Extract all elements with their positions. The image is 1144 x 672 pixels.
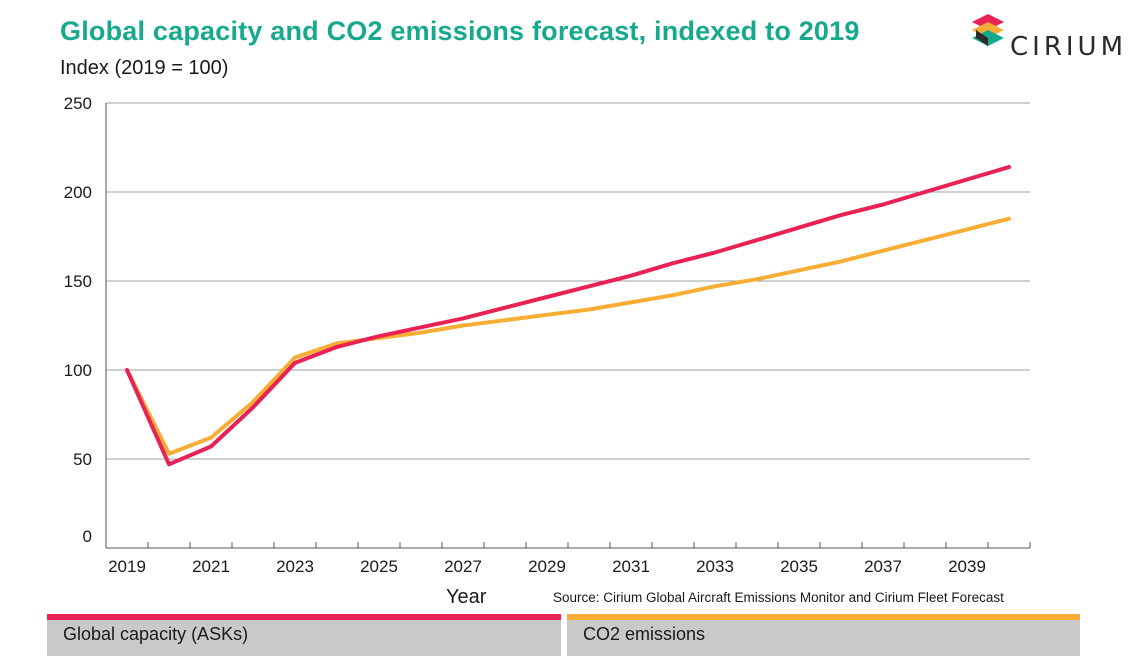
x-tick-label: 2033 [696, 557, 734, 576]
x-tick-label: 2019 [108, 557, 146, 576]
y-tick-labels: 0 50 100 150 200 250 [64, 94, 92, 546]
series-lines [125, 165, 1011, 467]
x-tick-label: 2027 [444, 557, 482, 576]
cirium-logo-icon [972, 14, 1004, 46]
legend-item-capacity: Global capacity (ASKs) [47, 614, 561, 656]
x-tick-label: 2031 [612, 557, 650, 576]
logo-text: CIRIUM [1010, 32, 1128, 62]
legend-label-capacity: Global capacity (ASKs) [63, 624, 249, 644]
x-tick-label: 2029 [528, 557, 566, 576]
x-tick-label: 2023 [276, 557, 314, 576]
y-tick-label: 50 [73, 450, 92, 469]
source-note: Source: Cirium Global Aircraft Emissions… [553, 590, 1004, 605]
x-tick-label: 2021 [192, 557, 230, 576]
y-tick-label: 200 [64, 183, 92, 202]
legend-swatch-co2 [567, 614, 1080, 620]
y-tick-label: 250 [64, 94, 92, 113]
y-tick-label: 100 [64, 361, 92, 380]
x-axis-label: Year [446, 586, 487, 608]
legend-item-co2: CO2 emissions [567, 614, 1080, 656]
y-tick-label: 150 [64, 272, 92, 291]
x-tick-label: 2037 [864, 557, 902, 576]
axes [105, 103, 1031, 549]
x-tick-label: 2039 [948, 557, 986, 576]
chart-title: Global capacity and CO2 emissions foreca… [60, 16, 860, 46]
y-axis-label: Index (2019 = 100) [60, 57, 229, 79]
x-tick-label: 2025 [360, 557, 398, 576]
legend-swatch-capacity [47, 614, 561, 620]
series-line-capacity [125, 165, 1011, 467]
series-line-co2 [125, 216, 1011, 456]
x-tick-label: 2035 [780, 557, 818, 576]
y-tick-label: 0 [83, 527, 92, 546]
gridlines [106, 102, 1030, 460]
x-tick-labels: 2019 2021 2023 2025 2027 2029 2031 2033 2035 2037… [108, 557, 986, 576]
legend-label-co2: CO2 emissions [583, 624, 706, 644]
